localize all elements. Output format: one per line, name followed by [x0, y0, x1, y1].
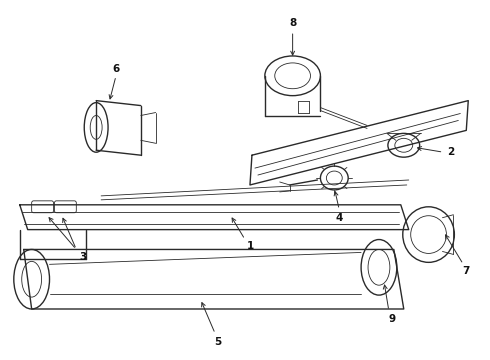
Text: 6: 6	[112, 64, 120, 74]
Text: 3: 3	[80, 252, 87, 262]
Text: 2: 2	[447, 147, 454, 157]
Text: 5: 5	[215, 337, 222, 347]
Text: 8: 8	[289, 18, 296, 28]
Text: 1: 1	[246, 242, 254, 252]
Text: 9: 9	[388, 314, 395, 324]
Text: 4: 4	[336, 213, 343, 223]
Text: 7: 7	[463, 266, 470, 276]
